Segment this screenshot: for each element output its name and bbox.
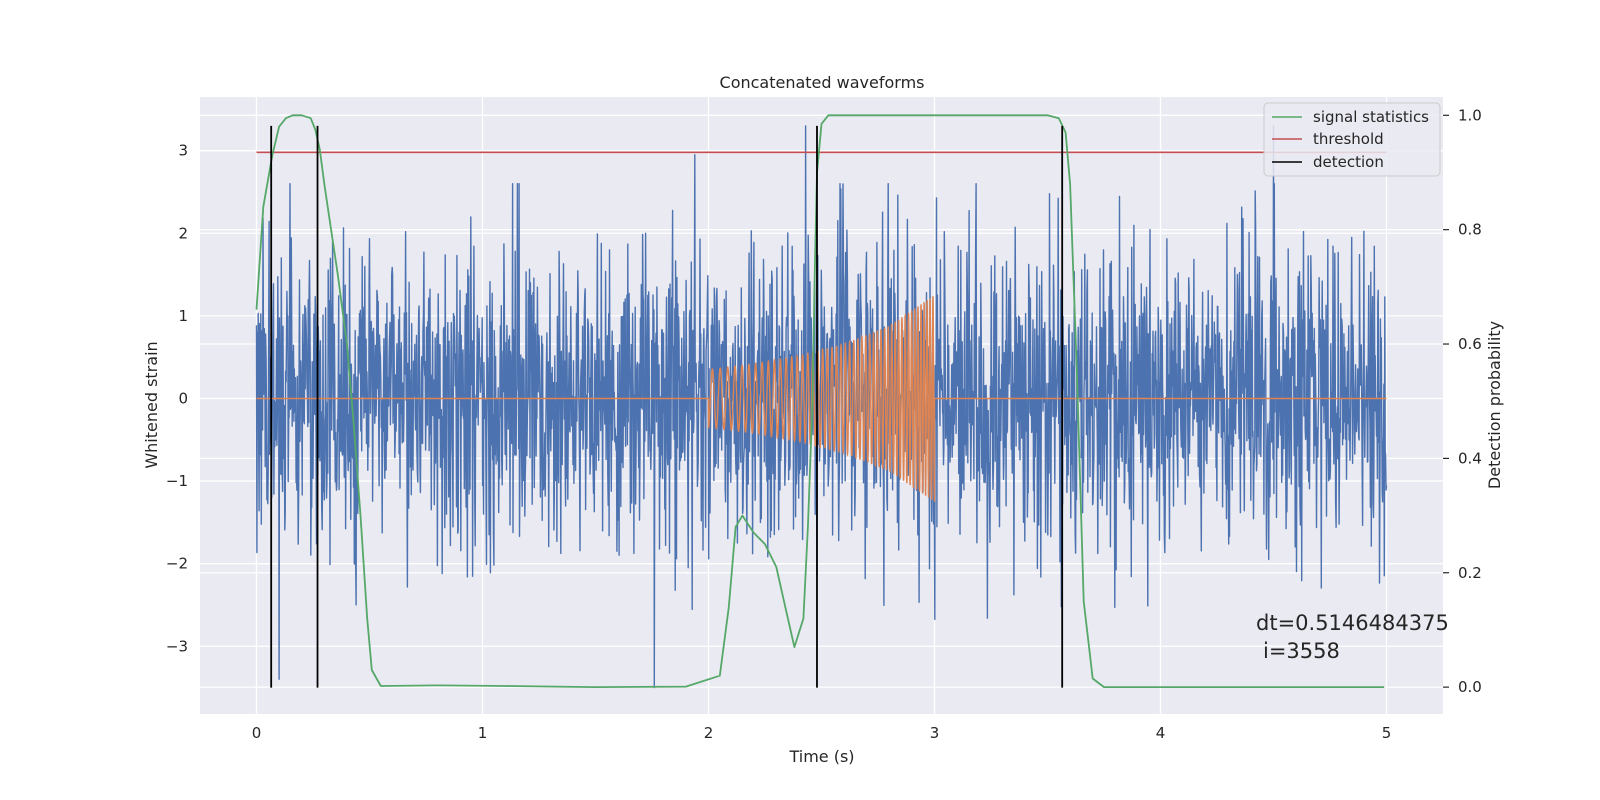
y-tick-label: −2 <box>166 555 188 573</box>
y2-tick-label: 0.2 <box>1458 564 1482 582</box>
legend-label-detection: detection <box>1313 153 1384 171</box>
legend-box <box>1263 102 1441 177</box>
x-axis-label: Time (s) <box>788 747 854 766</box>
x-tick-label: 2 <box>704 724 714 742</box>
x-tick-label: 0 <box>252 724 262 742</box>
legend-label-signal-statistics: signal statistics <box>1313 108 1429 126</box>
y2-tick-labels: 0.0 0.2 0.4 0.6 0.8 1.0 <box>1443 106 1482 696</box>
y2-tick-label: 0.8 <box>1458 221 1482 239</box>
x-tick-label: 1 <box>478 724 488 742</box>
y-tick-label: −1 <box>166 472 188 490</box>
annotation-i: i=3558 <box>1263 639 1340 663</box>
y2-tick-label: 0.0 <box>1458 678 1482 696</box>
x-tick-label: 4 <box>1156 724 1166 742</box>
x-tick-label: 5 <box>1382 724 1392 742</box>
y-axis-label: Whitened strain <box>142 341 161 468</box>
y-tick-label: 2 <box>178 224 188 242</box>
y-tick-label: 0 <box>178 389 188 407</box>
y2-tick-label: 0.6 <box>1458 335 1482 353</box>
y2-tick-label: 1.0 <box>1458 106 1482 124</box>
y2-tick-label: 0.4 <box>1458 449 1482 467</box>
y2-axis-label: Detection probability <box>1485 321 1504 489</box>
strain-noise-line <box>255 125 1388 689</box>
annotation-dt: dt=0.5146484375 <box>1256 611 1449 635</box>
y-tick-labels: −3 −2 −1 0 1 2 3 <box>166 142 188 656</box>
legend-label-threshold: threshold <box>1313 130 1384 148</box>
chart-title: Concatenated waveforms <box>720 73 925 92</box>
series-layer <box>255 114 1388 689</box>
y-tick-label: 1 <box>178 307 188 325</box>
y-tick-label: −3 <box>166 637 188 655</box>
x-tick-label: 3 <box>930 724 940 742</box>
legend: signal statistics threshold detection <box>1263 102 1441 177</box>
y-tick-label: 3 <box>178 142 188 160</box>
chirp-signal-line <box>256 296 1387 502</box>
x-tick-labels: 0 1 2 3 4 5 <box>252 724 1392 742</box>
